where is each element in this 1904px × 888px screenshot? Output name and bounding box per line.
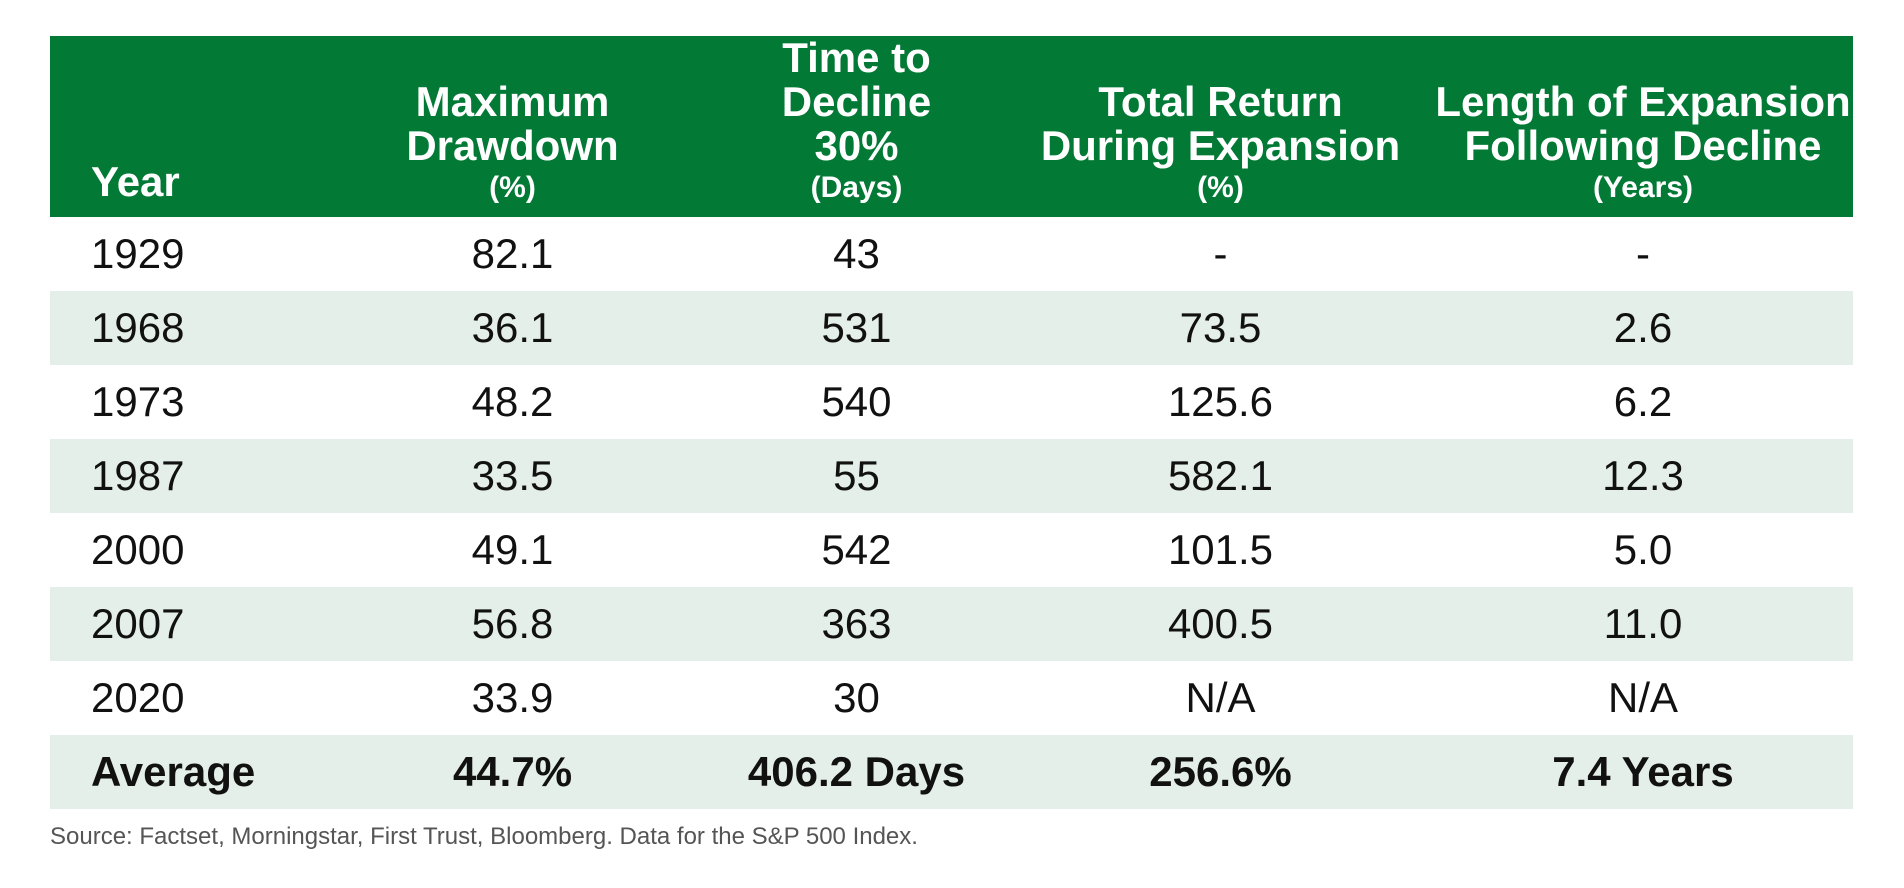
cell-time-to-decline: 540 <box>821 377 892 425</box>
average-time-to-decline: 406.2 Days <box>747 747 966 795</box>
cell-year: 1973 <box>91 377 185 425</box>
header-time-to-decline-unit: (Days) <box>810 171 903 205</box>
header-expansion-length-unit: (Years) <box>1592 171 1694 205</box>
header-year-label: Year <box>91 157 180 205</box>
cell-expansion-length: 5.0 <box>1613 525 1673 573</box>
table-row: 1968 36.1 531 73.5 2.6 <box>50 290 1853 365</box>
average-label: Average <box>91 747 256 795</box>
cell-total-return: - <box>1213 229 1228 277</box>
cell-max-drawdown: 56.8 <box>471 599 554 647</box>
cell-time-to-decline: 55 <box>833 451 880 499</box>
header-max-drawdown: Maximum Drawdown (%) <box>320 36 705 217</box>
header-total-return-unit: (%) <box>1197 171 1244 205</box>
header-max-drawdown-line2: Drawdown <box>406 122 619 170</box>
cell-time-to-decline: 542 <box>821 525 892 573</box>
header-expansion-length-line2: Following Decline <box>1464 122 1822 170</box>
header-total-return-line1: Total Return <box>1098 78 1343 126</box>
cell-year: 2020 <box>91 673 185 721</box>
table-body: 1929 82.1 43 - - 1968 36.1 531 73.5 2.6 … <box>50 217 1853 809</box>
cell-max-drawdown: 49.1 <box>471 525 554 573</box>
header-time-to-decline: Time to Decline 30% (Days) <box>705 34 1008 217</box>
drawdown-table: Year Maximum Drawdown (%) Time to Declin… <box>50 34 1853 809</box>
data-table-container: Year Maximum Drawdown (%) Time to Declin… <box>50 34 1853 809</box>
table-row: 1929 82.1 43 - - <box>50 217 1853 291</box>
table-row: 1987 33.5 55 582.1 12.3 <box>50 438 1853 513</box>
cell-year: 1929 <box>91 229 185 277</box>
cell-expansion-length: N/A <box>1607 673 1678 721</box>
header-row: Year Maximum Drawdown (%) Time to Declin… <box>50 34 1853 217</box>
header-time-to-decline-line2: 30% <box>814 122 899 170</box>
cell-time-to-decline: 531 <box>821 303 892 351</box>
cell-expansion-length: 2.6 <box>1613 303 1673 351</box>
cell-expansion-length: 12.3 <box>1602 451 1684 499</box>
cell-total-return: 125.6 <box>1167 377 1274 425</box>
cell-year: 2007 <box>91 599 185 647</box>
header-expansion-length-line1: Length of Expansion <box>1435 78 1851 126</box>
cell-year: 2000 <box>91 525 185 573</box>
table-row: 2000 49.1 542 101.5 5.0 <box>50 513 1853 587</box>
cell-max-drawdown: 33.9 <box>471 673 554 721</box>
cell-expansion-length: 11.0 <box>1603 599 1683 647</box>
table-row: 1973 48.2 540 125.6 6.2 <box>50 365 1853 439</box>
cell-expansion-length: 6.2 <box>1613 377 1673 425</box>
cell-year: 1987 <box>91 451 185 499</box>
table-header: Year Maximum Drawdown (%) Time to Declin… <box>50 34 1853 217</box>
header-year: Year <box>50 36 320 217</box>
cell-total-return: N/A <box>1185 673 1256 721</box>
source-note: Source: Factset, Morningstar, First Trus… <box>50 823 918 850</box>
table-row: 2020 33.9 30 N/A N/A <box>50 661 1853 735</box>
header-expansion-length: Length of Expansion Following Decline (Y… <box>1433 36 1853 217</box>
header-total-return-line2: During Expansion <box>1040 122 1401 170</box>
cell-time-to-decline: 30 <box>833 673 880 721</box>
average-max-drawdown: 44.7% <box>452 747 573 795</box>
cell-max-drawdown: 33.5 <box>471 451 554 499</box>
cell-total-return: 73.5 <box>1179 303 1262 351</box>
cell-expansion-length: - <box>1636 229 1650 277</box>
average-total-return: 256.6% <box>1149 747 1292 795</box>
cell-max-drawdown: 36.1 <box>471 303 554 351</box>
header-max-drawdown-unit: (%) <box>489 171 536 205</box>
cell-max-drawdown: 48.2 <box>471 377 554 425</box>
cell-time-to-decline: 43 <box>833 229 880 277</box>
cell-time-to-decline: 363 <box>821 599 892 647</box>
average-row: Average 44.7% 406.2 Days 256.6% 7.4 Year… <box>50 734 1853 809</box>
average-expansion-length: 7.4 Years <box>1552 747 1734 795</box>
cell-total-return: 400.5 <box>1167 599 1274 647</box>
header-total-return: Total Return During Expansion (%) <box>1008 36 1433 217</box>
cell-year: 1968 <box>91 303 185 351</box>
cell-max-drawdown: 82.1 <box>471 229 554 277</box>
cell-total-return: 101.5 <box>1167 525 1274 573</box>
cell-total-return: 582.1 <box>1167 451 1274 499</box>
table-row: 2007 56.8 363 400.5 11.0 <box>50 586 1853 661</box>
header-time-to-decline-line1: Time to Decline <box>781 34 932 126</box>
header-max-drawdown-line1: Maximum <box>415 78 610 126</box>
